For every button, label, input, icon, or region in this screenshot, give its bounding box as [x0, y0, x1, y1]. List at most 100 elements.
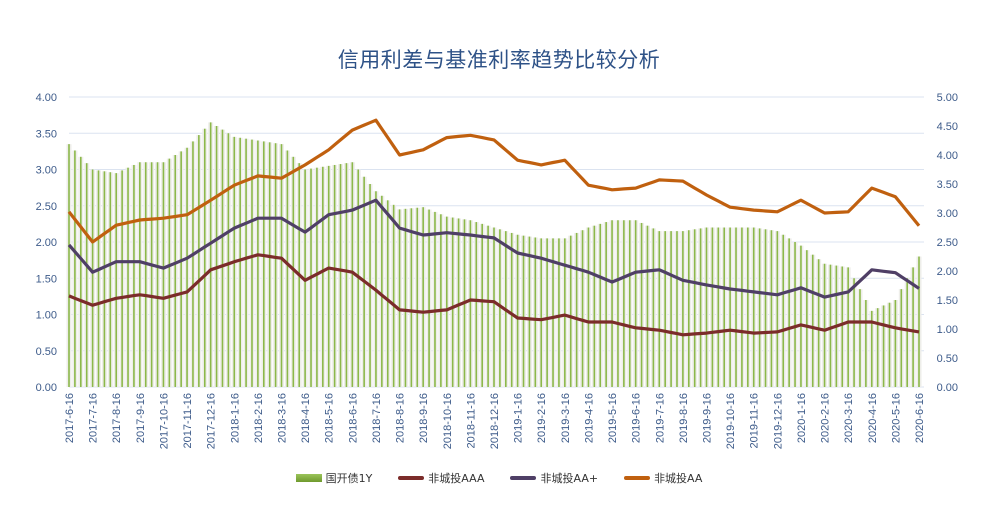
- legend-swatch: [295, 474, 322, 482]
- x-tick-label: 2018-12-16: [489, 393, 501, 449]
- legend-swatch: [398, 476, 425, 480]
- legend-swatch: [624, 476, 651, 480]
- bar-guokaizhai-1y: [676, 231, 678, 387]
- bar-guokaizhai-1y: [752, 227, 755, 387]
- y-right-tick-label: 0.00: [937, 382, 958, 394]
- bar-guokaizhai-1y: [327, 165, 330, 387]
- bar-guokaizhai-1y: [74, 150, 76, 387]
- legend-swatch: [510, 476, 537, 480]
- bar-guokaizhai-1y: [209, 122, 212, 387]
- x-tick-label: 2019-2-16: [536, 393, 548, 443]
- y-right-tick-label: 0.50: [937, 353, 958, 365]
- bar-guokaizhai-1y: [440, 214, 442, 387]
- legend-item-bar: 国开债1Y: [295, 470, 373, 486]
- bar-guokaizhai-1y: [782, 234, 785, 387]
- bar-guokaizhai-1y: [894, 300, 897, 387]
- x-tick-label: 2019-6-16: [631, 393, 643, 443]
- y-left-tick-label: 4.00: [36, 92, 57, 104]
- y-right-tick-label: 5.00: [937, 92, 958, 104]
- bar-guokaizhai-1y: [528, 236, 531, 387]
- legend-item-aaa: 非城投AAA: [398, 470, 484, 486]
- bar-guokaizhai-1y: [611, 220, 613, 387]
- chart-legend: 国开债1Y 非城投AAA 非城投AA+ 非城投AA: [0, 470, 998, 486]
- x-tick-label: 2018-3-16: [277, 393, 289, 443]
- y-right-tick-label: 1.00: [937, 324, 958, 336]
- bar-guokaizhai-1y: [469, 220, 472, 387]
- bar-guokaizhai-1y: [540, 238, 543, 387]
- bar-guokaizhai-1y: [186, 147, 188, 387]
- bar-guokaizhai-1y: [794, 242, 796, 387]
- bar-guokaizhai-1y: [705, 227, 708, 387]
- bar-guokaizhai-1y: [575, 232, 578, 387]
- bar-guokaizhai-1y: [717, 227, 720, 387]
- x-tick-label: 2020-4-16: [867, 393, 879, 443]
- x-tick-label: 2019-12-16: [772, 393, 784, 449]
- bar-guokaizhai-1y: [670, 231, 672, 387]
- bar-guokaizhai-1y: [68, 144, 70, 387]
- bar-guokaizhai-1y: [103, 171, 106, 387]
- bar-guokaizhai-1y: [445, 216, 448, 387]
- bar-guokaizhai-1y: [510, 232, 513, 387]
- bar-guokaizhai-1y: [434, 211, 436, 387]
- bar-guokaizhai-1y: [121, 170, 123, 387]
- bar-guokaizhai-1y: [634, 220, 637, 387]
- bar-guokaizhai-1y: [640, 222, 643, 387]
- bar-guokaizhai-1y: [587, 227, 590, 387]
- bar-guokaizhai-1y: [156, 162, 159, 387]
- bar-guokaizhai-1y: [386, 200, 389, 387]
- bar-guokaizhai-1y: [127, 167, 129, 387]
- bar-guokaizhai-1y: [617, 220, 619, 387]
- x-tick-label: 2019-7-16: [654, 393, 666, 443]
- y-right-tick-label: 2.50: [937, 237, 958, 249]
- bar-guokaizhai-1y: [109, 172, 112, 387]
- bar-guokaizhai-1y: [239, 137, 241, 387]
- bar-guokaizhai-1y: [770, 230, 773, 387]
- bar-guokaizhai-1y: [316, 167, 318, 387]
- bar-guokaizhai-1y: [623, 220, 625, 387]
- y-left-tick-label: 1.00: [36, 310, 57, 322]
- bar-guokaizhai-1y: [628, 220, 631, 387]
- bar-guokaizhai-1y: [345, 163, 348, 387]
- bar-guokaizhai-1y: [115, 173, 118, 387]
- bar-guokaizhai-1y: [522, 235, 525, 387]
- bar-guokaizhai-1y: [292, 156, 295, 387]
- x-tick-label: 2019-11-16: [749, 393, 761, 448]
- bar-guokaizhai-1y: [599, 223, 602, 387]
- bar-guokaizhai-1y: [581, 230, 584, 387]
- bar-guokaizhai-1y: [245, 138, 247, 387]
- line-series-1: [68, 253, 920, 337]
- bar-guokaizhai-1y: [268, 142, 271, 387]
- bar-guokaizhai-1y: [339, 164, 342, 387]
- y-left-tick-label: 3.50: [36, 128, 57, 140]
- bar-guokaizhai-1y: [764, 229, 767, 387]
- bar-guokaizhai-1y: [687, 230, 690, 387]
- x-tick-label: 2019-10-16: [725, 393, 737, 449]
- bar-guokaizhai-1y: [552, 238, 554, 387]
- bar-guokaizhai-1y: [829, 264, 832, 387]
- x-tick-label: 2018-1-16: [229, 393, 241, 443]
- bar-guokaizhai-1y: [841, 266, 844, 387]
- bar-guokaizhai-1y: [546, 238, 548, 387]
- bar-guokaizhai-1y: [487, 225, 489, 387]
- bar-guokaizhai-1y: [516, 234, 519, 387]
- legend-item-aa: 非城投AA: [624, 470, 702, 486]
- x-tick-label: 2018-5-16: [324, 393, 336, 443]
- bar-guokaizhai-1y: [918, 256, 920, 387]
- bar-guokaizhai-1y: [658, 231, 661, 387]
- x-tick-label: 2020-2-16: [820, 393, 832, 443]
- bar-guokaizhai-1y: [150, 162, 153, 387]
- legend-label: 非城投AAA: [428, 472, 485, 485]
- bar-guokaizhai-1y: [168, 158, 171, 387]
- bar-guokaizhai-1y: [192, 141, 194, 387]
- bar-guokaizhai-1y: [735, 227, 737, 387]
- bar-guokaizhai-1y: [711, 227, 714, 387]
- y-right-tick-label: 4.00: [937, 150, 958, 162]
- bar-guokaizhai-1y: [758, 228, 761, 387]
- bar-guokaizhai-1y: [97, 170, 100, 387]
- y-right-tick-label: 3.00: [937, 208, 958, 220]
- bar-guokaizhai-1y: [652, 228, 655, 387]
- line-series-2: [67, 198, 920, 299]
- legend-label: 国开债1Y: [325, 472, 373, 485]
- bar-guokaizhai-1y: [569, 235, 572, 387]
